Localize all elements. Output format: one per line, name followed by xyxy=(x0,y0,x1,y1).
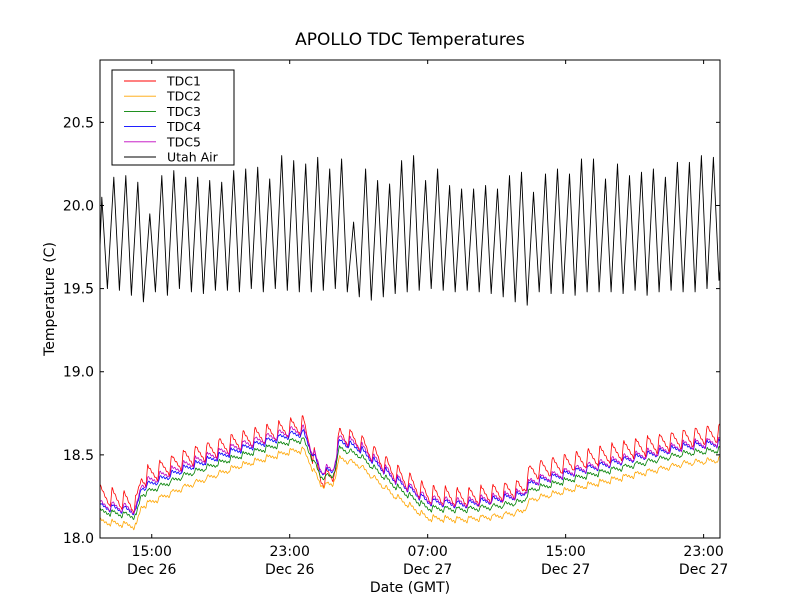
legend-label-tdc5: TDC5 xyxy=(166,134,201,149)
x-tick-label-date: Dec 26 xyxy=(265,562,314,578)
x-tick-label-date: Dec 27 xyxy=(403,562,452,578)
x-tick-label-date: Dec 27 xyxy=(541,562,590,578)
y-tick-label: 18.5 xyxy=(63,448,94,464)
y-tick-label: 19.5 xyxy=(63,282,94,298)
chart-title: APOLLO TDC Temperatures xyxy=(295,30,525,50)
legend-label-utah-air: Utah Air xyxy=(167,150,219,165)
x-tick-label-date: Dec 27 xyxy=(679,562,728,578)
plot-area: 15:00 Dec 26 23:00 Dec 26 07:00 Dec 27 15:00 De… xyxy=(63,59,728,578)
legend-label-tdc1: TDC1 xyxy=(166,74,201,89)
y-tick-label: 19.0 xyxy=(63,365,94,381)
ticks-layer: 15:00 Dec 26 23:00 Dec 26 07:00 Dec 27 15:00 De… xyxy=(63,60,728,578)
x-tick-label-time: 07:00 xyxy=(407,544,447,560)
legend-frame xyxy=(111,69,235,166)
y-tick-label: 18.0 xyxy=(63,531,94,547)
x-axis-label: Date (GMT) xyxy=(370,580,450,596)
x-tick-label-time: 15:00 xyxy=(132,544,172,560)
legend-label-tdc3: TDC3 xyxy=(166,104,201,119)
series-line-utah-air xyxy=(100,155,720,306)
series-line-tdc2 xyxy=(100,446,720,531)
y-tick-label: 20.0 xyxy=(63,198,94,214)
y-axis-label: Temperature (C) xyxy=(42,242,58,357)
series-line-tdc5 xyxy=(100,424,720,515)
legend-label-tdc2: TDC2 xyxy=(166,89,201,104)
plot-frame xyxy=(99,59,721,539)
x-tick-label-time: 23:00 xyxy=(270,544,310,560)
legend-label-tdc4: TDC4 xyxy=(166,119,201,134)
series-line-tdc3 xyxy=(100,437,720,520)
series-line-tdc4 xyxy=(100,429,720,516)
x-tick-label-time: 15:00 xyxy=(545,544,585,560)
x-tick-label-time: 23:00 xyxy=(683,544,723,560)
x-tick-label-date: Dec 26 xyxy=(127,562,176,578)
series-layer xyxy=(100,155,720,531)
series-line-tdc1 xyxy=(100,415,720,515)
y-tick-label: 20.5 xyxy=(63,115,94,131)
